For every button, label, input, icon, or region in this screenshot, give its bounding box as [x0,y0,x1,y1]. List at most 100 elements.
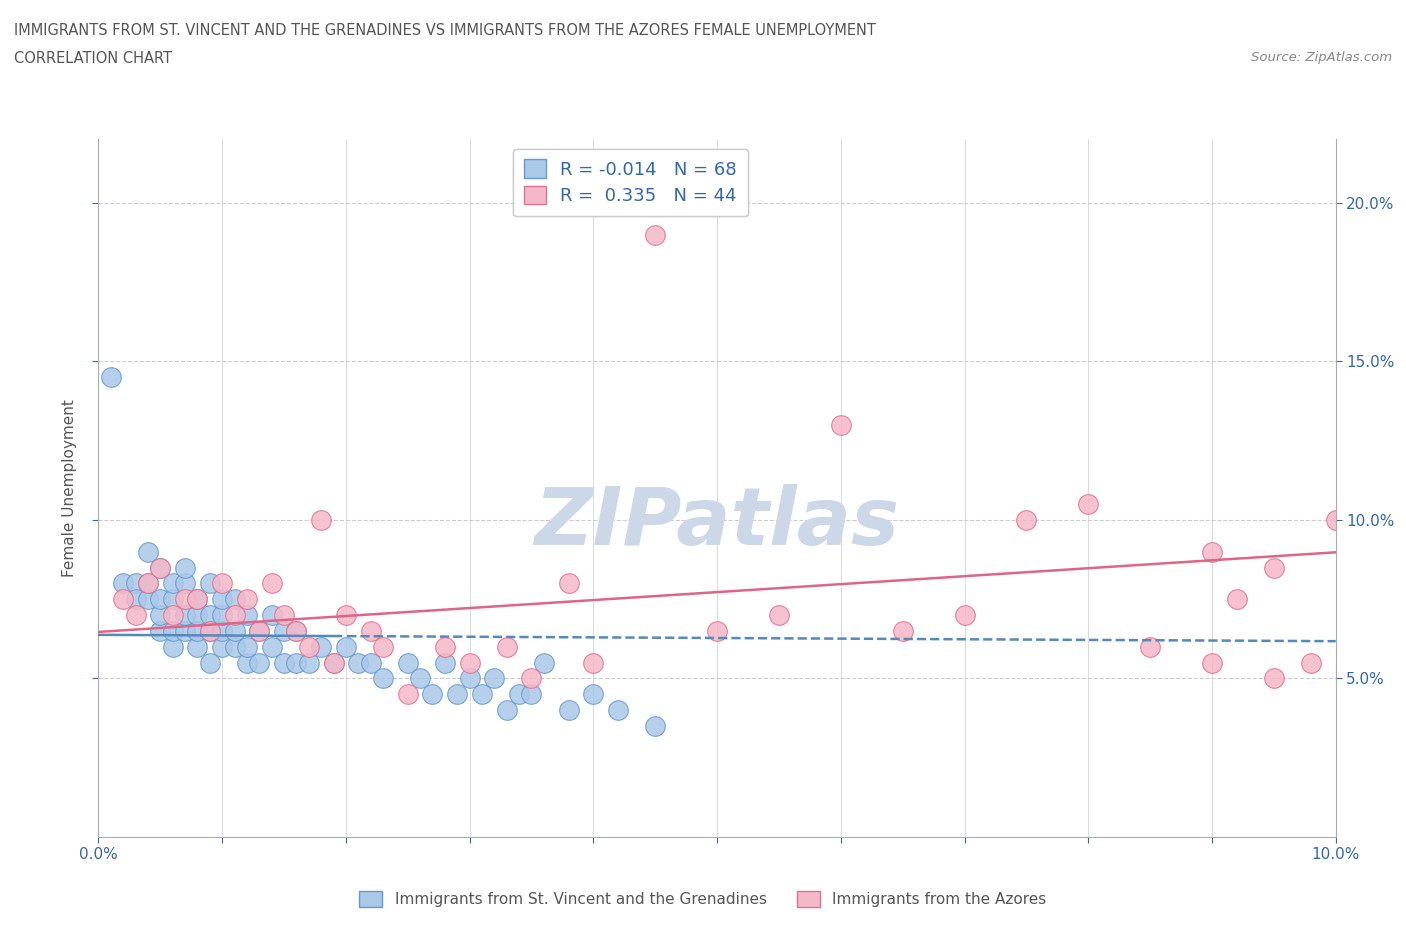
Point [582,687,605,702]
Point [557,703,579,718]
Point [1201,544,1223,559]
Point [186,591,208,606]
Point [347,655,370,670]
Point [309,639,332,654]
Point [891,623,914,638]
Point [174,591,197,606]
Point [186,623,208,638]
Text: CORRELATION CHART: CORRELATION CHART [14,51,172,66]
Point [211,607,233,622]
Point [162,607,184,622]
Point [260,607,283,622]
Point [1263,671,1285,686]
Point [508,687,530,702]
Point [768,607,790,622]
Point [1324,512,1347,527]
Point [1139,639,1161,654]
Point [273,607,295,622]
Point [285,623,308,638]
Legend: Immigrants from St. Vincent and the Grenadines, Immigrants from the Azores: Immigrants from St. Vincent and the Gren… [353,884,1053,913]
Point [458,655,481,670]
Point [607,703,630,718]
Point [1077,497,1099,512]
Point [174,607,197,622]
Point [224,623,246,638]
Point [360,623,382,638]
Point [124,576,146,591]
Point [247,623,270,638]
Point [236,655,259,670]
Point [273,623,295,638]
Point [285,655,308,670]
Point [149,607,172,622]
Point [198,623,221,638]
Point [198,607,221,622]
Point [273,655,295,670]
Point [484,671,506,686]
Point [422,687,444,702]
Point [260,639,283,654]
Point [136,591,159,606]
Point [136,576,159,591]
Point [1015,512,1038,527]
Point [360,655,382,670]
Point [247,623,270,638]
Legend: R = -0.014   N = 68, R =  0.335   N = 44: R = -0.014 N = 68, R = 0.335 N = 44 [513,149,748,216]
Point [557,576,579,591]
Point [198,576,221,591]
Point [396,655,419,670]
Point [198,655,221,670]
Point [149,560,172,575]
Text: IMMIGRANTS FROM ST. VINCENT AND THE GRENADINES VS IMMIGRANTS FROM THE AZORES FEM: IMMIGRANTS FROM ST. VINCENT AND THE GREN… [14,23,876,38]
Point [495,703,517,718]
Point [644,227,666,242]
Point [162,576,184,591]
Point [224,591,246,606]
Point [371,639,394,654]
Point [224,639,246,654]
Point [247,655,270,670]
Point [198,623,221,638]
Point [1299,655,1322,670]
Point [446,687,468,702]
Point [162,623,184,638]
Point [644,719,666,734]
Point [236,607,259,622]
Point [409,671,432,686]
Point [112,576,135,591]
Point [211,623,233,638]
Point [371,671,394,686]
Point [706,623,728,638]
Point [124,607,146,622]
Point [149,591,172,606]
Point [174,560,197,575]
Point [211,639,233,654]
Point [186,591,208,606]
Point [309,512,332,527]
Point [236,639,259,654]
Point [260,576,283,591]
Point [186,639,208,654]
Point [433,639,456,654]
Point [149,560,172,575]
Point [322,655,344,670]
Point [136,544,159,559]
Point [433,655,456,670]
Point [211,576,233,591]
Point [162,639,184,654]
Point [211,591,233,606]
Point [458,671,481,686]
Point [1201,655,1223,670]
Point [1226,591,1249,606]
Point [335,607,357,622]
Point [100,370,122,385]
Point [495,639,517,654]
Point [396,687,419,702]
Point [224,607,246,622]
Point [520,687,543,702]
Point [298,639,321,654]
Point [298,655,321,670]
Point [149,623,172,638]
Text: ZIPatlas: ZIPatlas [534,485,900,562]
Point [1263,560,1285,575]
